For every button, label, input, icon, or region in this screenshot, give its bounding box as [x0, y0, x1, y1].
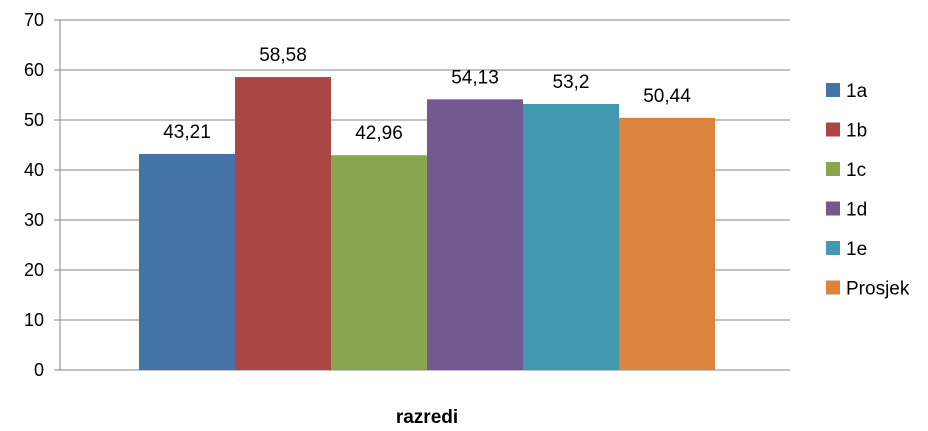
bar-1e [523, 104, 619, 370]
bar-1d [427, 99, 523, 370]
y-tick-label: 50 [24, 110, 44, 130]
data-labels: 43,21 58,58 42,96 54,13 53,2 50,44 [163, 45, 691, 144]
bars [139, 77, 715, 370]
data-label-1e: 53,2 [553, 72, 590, 93]
y-axis-ticks: 0 10 20 30 40 50 60 70 [24, 10, 61, 380]
y-tick-label: 20 [24, 260, 44, 280]
data-label-1c: 42,96 [355, 123, 403, 144]
data-label-prosjek: 50,44 [643, 86, 691, 107]
legend-label-1c: 1c [846, 160, 866, 181]
x-axis-title: razredi [396, 407, 458, 428]
bar-1c [331, 155, 427, 370]
legend-swatch-1a [826, 83, 840, 97]
y-tick-label: 30 [24, 210, 44, 230]
y-tick-label: 40 [24, 160, 44, 180]
data-label-1d: 54,13 [451, 67, 499, 88]
legend-label-1e: 1e [846, 239, 867, 260]
legend-swatch-1c [826, 162, 840, 176]
legend-swatch-prosjek [826, 280, 840, 295]
legend-label-1b: 1b [846, 121, 867, 142]
legend: 1a 1b 1c 1d 1e Prosjek [826, 81, 910, 300]
bar-1a [139, 153, 235, 370]
data-label-1a: 43,21 [163, 122, 211, 143]
y-tick-label: 0 [34, 360, 44, 380]
data-label-1b: 58,58 [259, 45, 307, 66]
legend-label-prosjek: Prosjek [846, 279, 910, 300]
legend-swatch-1d [826, 201, 840, 216]
legend-swatch-1e [826, 241, 840, 255]
bar-1b [235, 77, 331, 370]
y-tick-label: 10 [24, 310, 44, 330]
y-tick-label: 60 [24, 60, 44, 80]
bar-prosjek [619, 117, 715, 370]
legend-swatch-1b [826, 122, 840, 137]
y-tick-label: 70 [24, 10, 44, 30]
legend-label-1d: 1d [846, 200, 867, 221]
legend-label-1a: 1a [846, 81, 868, 102]
